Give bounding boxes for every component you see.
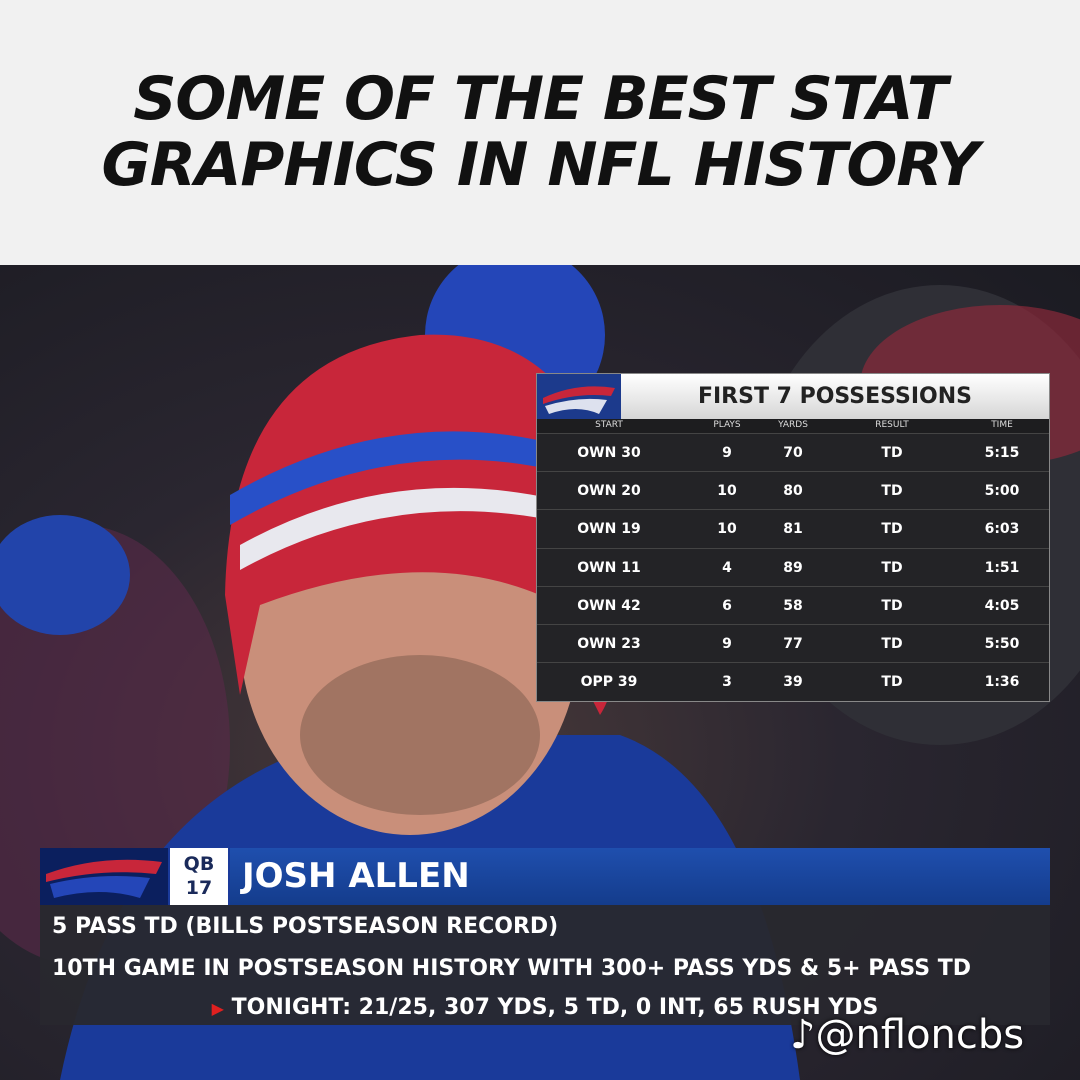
table-cell: OWN 42 [577,597,641,614]
table-cell: 58 [783,597,803,614]
table-row: OWN 23 9 77 TD 5:50 [537,624,1049,663]
possessions-table: FIRST 7 POSSESSIONS START PLAYS YARDS RESUL… [536,373,1050,702]
table-cell: 80 [783,483,803,500]
table-cell: 3 [722,674,732,691]
table-cell: 4 [722,559,732,576]
table-cell: 9 [722,636,732,652]
table-cell: TD [881,483,903,500]
tonight: TONIGHT: 21/25, 307 YDS, 5 TD, 0 INT, 65… [231,995,879,1020]
position-badge: QB 17 [170,848,228,905]
header: SOME OF THE BEST STAT GRAPHICS IN NFL HI… [0,0,1080,265]
table-cell: 9 [722,445,732,461]
table-row: OWN 19 10 81 TD 6:03 [537,509,1049,549]
table-cell: 5:00 [984,483,1020,500]
table-cell: TD [881,674,903,691]
table-cell: TD [881,559,903,576]
table-cell: TD [881,597,903,614]
table-cell: TD [881,445,903,461]
table-cell: 10 [717,483,737,500]
table-cell: 5:15 [984,445,1020,461]
column-header: TIME [991,420,1013,430]
player-name: JOSH ALLEN [230,848,1050,905]
table-cell: OWN 23 [577,636,641,652]
headline: SOME OF THE BEST STAT [133,64,948,134]
table-cell: 5:50 [984,636,1020,652]
table-cell: 39 [783,674,803,691]
table-cell: 77 [783,636,803,652]
table-cell: 1:51 [984,559,1020,576]
table-row: OWN 20 10 80 TD 5:00 [537,471,1049,511]
column-header: START [595,420,623,430]
table-cell: OWN 30 [577,445,641,461]
table-row: OWN 30 9 70 TD 5:15 [537,433,1049,472]
table-cell: 1:36 [984,674,1020,691]
headline: GRAPHICS IN NFL HISTORY [101,130,980,200]
team-logo [537,374,621,419]
column-header: YARDS [778,420,808,430]
stat-line: 5 PASS TD (BILLS POSTSEASON RECORD) [40,905,1050,948]
table-cell: OWN 11 [577,559,641,576]
handle: @nfloncbs [815,1012,1025,1058]
table-cell: OWN 19 [577,521,641,538]
watermark: ♪@nfloncbs [790,1012,1025,1058]
team-logo [40,848,168,905]
table-cell: OWN 20 [577,483,641,500]
table-row: OWN 11 4 89 TD 1:51 [537,547,1049,587]
table-row: OPP 39 3 39 TD 1:36 [537,662,1049,702]
table-cell: 4:05 [984,597,1020,614]
tonight-line: ▶ TONIGHT: 21/25, 307 YDS, 5 TD, 0 INT, … [40,990,1050,1025]
table-cell: 89 [783,559,803,576]
table-cell: OPP 39 [580,674,638,691]
table-row: OWN 42 6 58 TD 4:05 [537,585,1049,625]
table-cell: TD [881,636,903,652]
table-cell: 6:03 [984,521,1020,538]
table-cell: 81 [783,521,803,538]
table-cell: 6 [722,597,732,614]
table-cell: 10 [717,521,737,538]
column-header: RESULT [875,420,909,430]
table-title: FIRST 7 POSSESSIONS [621,374,1049,419]
jersey-number: 17 [185,877,213,899]
position: QB [183,853,215,875]
stat-line: 10TH GAME IN POSTSEASON HISTORY WITH 300… [40,948,1050,990]
table-cell: TD [881,521,903,538]
table-cell: 70 [783,445,803,461]
column-header: PLAYS [713,420,741,430]
